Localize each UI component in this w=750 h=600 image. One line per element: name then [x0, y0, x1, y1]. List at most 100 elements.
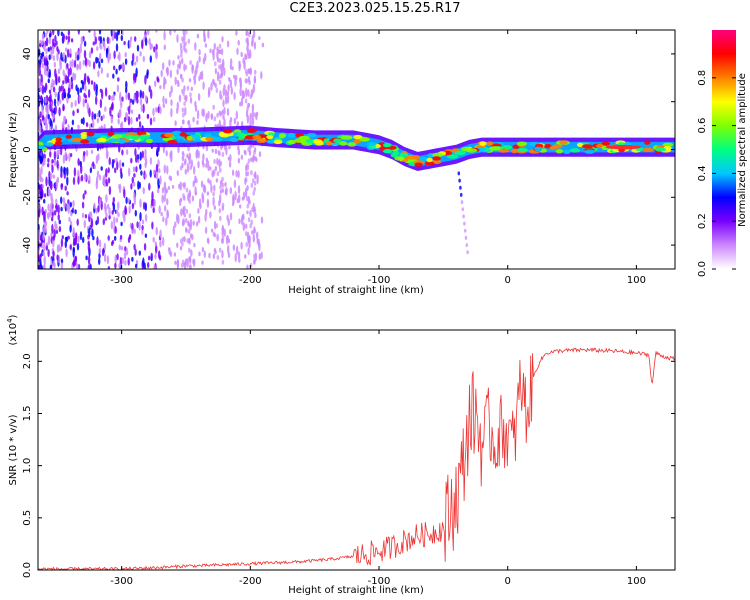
spectrogram-noise — [39, 156, 43, 163]
spectrogram-noise — [183, 85, 186, 92]
spectrogram-streak — [188, 239, 191, 245]
spectrogram-noise — [223, 106, 226, 115]
spectrogram-noise — [238, 218, 241, 225]
spectrogram-noise — [76, 64, 80, 69]
spectrogram-noise — [131, 202, 135, 210]
y-tick-label: 0.5 — [22, 510, 33, 526]
spectrogram-noise — [227, 244, 230, 255]
spectrogram-noise — [150, 198, 154, 207]
spectrogram-streak — [184, 48, 188, 54]
spectrogram-noise — [97, 70, 100, 78]
spectrogram-blob — [601, 141, 610, 146]
spectrogram-noise — [82, 193, 85, 200]
spectrogram-noise — [39, 86, 42, 92]
spectrogram-streak — [221, 152, 225, 157]
spectrogram-noise — [70, 101, 74, 109]
spectrogram-blob — [167, 139, 178, 145]
spectrogram-noise — [116, 253, 119, 261]
spectrogram-noise — [227, 218, 230, 226]
spectrogram-noise — [153, 169, 156, 175]
snr-y-multiplier: (x104) — [6, 314, 19, 345]
spectrogram-noise — [122, 62, 125, 71]
spectrogram-blob — [205, 136, 214, 142]
spectrogram-noise — [127, 257, 130, 266]
spectrogram-noise — [133, 228, 136, 234]
spectrogram-noise — [120, 246, 124, 251]
spectrogram-blob — [287, 133, 296, 138]
spectrogram-noise — [38, 231, 41, 241]
spectrogram-noise — [49, 151, 52, 158]
spectrogram-noise — [135, 263, 138, 269]
spectrogram-noise — [47, 203, 50, 212]
spectrogram-noise — [78, 60, 82, 71]
spectrogram-noise — [117, 201, 120, 210]
spectrogram-noise — [93, 113, 97, 120]
spectrogram-blob — [510, 148, 519, 154]
spectrogram-blob — [486, 141, 494, 146]
spectrogram-blob — [516, 141, 528, 146]
colorbar-gradient — [712, 30, 736, 269]
spectrogram-noise — [46, 30, 49, 34]
spectrogram-noise — [229, 187, 232, 195]
spectrogram-streak — [250, 219, 253, 225]
spectrogram-blob — [353, 139, 362, 144]
spectrogram-noise — [117, 77, 120, 82]
spectrogram-noise — [138, 121, 142, 128]
spectrogram-noise — [139, 151, 142, 161]
spectrogram-noise — [93, 30, 96, 39]
spectrogram-blob — [576, 142, 584, 147]
spectrogram-noise — [135, 165, 138, 173]
spectrogram-noise — [88, 227, 91, 238]
spectrogram-noise — [66, 166, 69, 177]
spectrogram-noise — [177, 146, 180, 154]
spectrogram-noise — [82, 236, 85, 244]
spectrogram-x-axis-label: Height of straight line (km) — [288, 285, 424, 296]
spectrogram-noise — [144, 95, 148, 103]
spectrogram-streak — [251, 157, 255, 163]
spectrogram-noise — [56, 159, 59, 169]
spectrogram-streak — [244, 150, 247, 156]
spectrogram-drop — [463, 228, 467, 233]
spectrogram-blob — [390, 153, 398, 158]
spectrogram-noise — [176, 242, 179, 248]
spectrogram-noise — [169, 69, 173, 79]
spectrogram-streak — [251, 89, 255, 95]
spectrogram-noise — [89, 167, 93, 174]
spectrogram-noise — [206, 237, 210, 243]
spectrogram-noise — [232, 244, 236, 251]
spectrogram-noise — [57, 91, 60, 102]
spectrogram-noise — [40, 40, 44, 46]
spectrogram-noise — [242, 221, 245, 232]
spectrogram-streak — [253, 228, 256, 234]
spectrogram-noise — [103, 43, 106, 52]
spectrogram-streak — [189, 60, 192, 66]
spectrogram-streak — [219, 74, 222, 80]
spectrogram-blob — [223, 129, 233, 134]
spectrogram-noise — [129, 39, 132, 48]
spectrogram-noise — [98, 239, 102, 248]
spectrogram-noise — [150, 89, 153, 100]
spectrogram-noise — [131, 176, 134, 184]
spectrogram-noise — [176, 213, 179, 223]
spectrogram-noise — [134, 36, 137, 42]
y-tick-label: 0 — [22, 146, 33, 152]
spectrogram-noise — [62, 105, 65, 112]
spectrogram-noise — [70, 211, 73, 217]
spectrogram-streak — [251, 207, 254, 212]
spectrogram-noise — [65, 74, 68, 85]
spectrogram-noise — [53, 209, 57, 216]
spectrogram-noise — [103, 242, 107, 251]
spectrogram-noise — [81, 201, 85, 209]
spectrogram-streak — [244, 53, 247, 59]
spectrogram-noise — [47, 114, 50, 120]
spectrogram-noise — [222, 99, 225, 108]
spectrogram-noise — [186, 162, 190, 173]
spectrogram-noise — [114, 262, 117, 269]
spectrogram-noise — [168, 247, 171, 255]
spectrogram-noise — [83, 49, 87, 59]
spectrogram-noise — [141, 219, 145, 225]
spectrogram-noise — [246, 41, 249, 48]
spectrogram-noise — [51, 164, 54, 174]
spectrogram-noise — [258, 36, 261, 41]
spectrogram-noise — [141, 229, 144, 235]
